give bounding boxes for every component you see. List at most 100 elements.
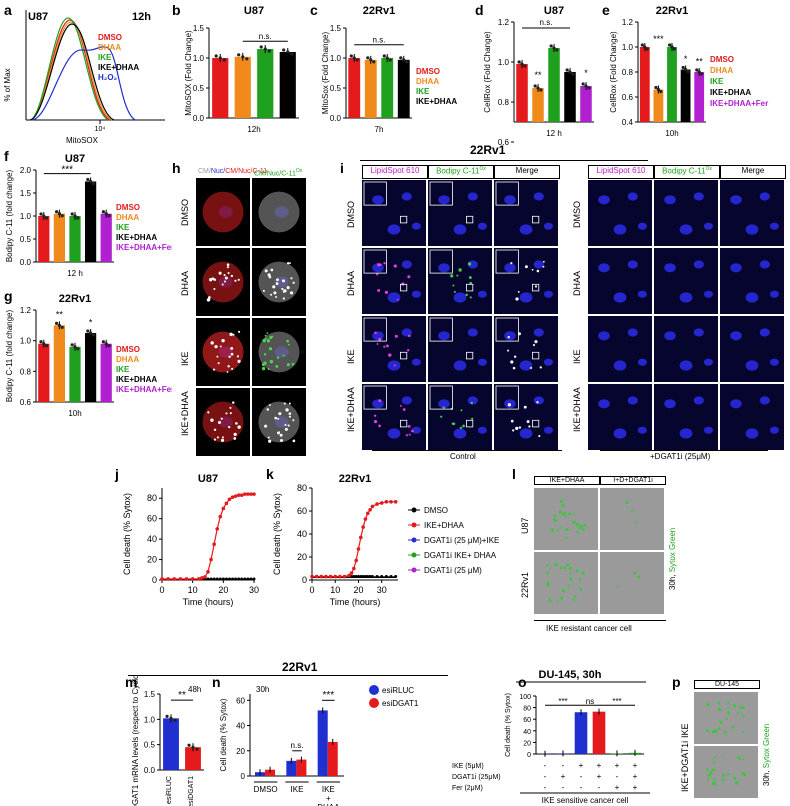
nucleus [543, 358, 553, 366]
micrograph-content [705, 701, 745, 734]
lipid-spot [269, 359, 274, 364]
nucleus [438, 399, 450, 409]
nucleus [438, 195, 450, 205]
svg-n-bar [265, 769, 276, 776]
lipid-spot [440, 415, 443, 418]
nucleus [372, 195, 384, 205]
nucleus [519, 428, 533, 439]
svg-k-baseline-point [380, 575, 384, 579]
panel-f-legend-item: IKE+DHAA+Fer [116, 243, 172, 252]
lipid-spot [561, 588, 565, 592]
svg-j-baseline-point [221, 577, 225, 581]
lipid-spot [378, 337, 382, 342]
lipid-spot [550, 528, 554, 532]
panel-i-row-label: DMSO [572, 201, 582, 228]
lipid-spot [453, 290, 456, 293]
panel-letter-k: k [266, 466, 274, 482]
panel-l-col-header: IKE+DHAA [534, 476, 600, 485]
svg-n-xtick: + [326, 794, 331, 803]
svg-k-point-ike-dhaa [354, 558, 358, 563]
panel-p-micrograph [694, 692, 758, 744]
svg-k-baseline-point [370, 575, 374, 579]
panel-h-red-micrograph [196, 248, 250, 316]
svg-k-point-ike-dhaa [347, 573, 351, 578]
svg-f-ylabel: Bodipy C-11 (fold change) [5, 169, 14, 262]
panel-i-micrograph [428, 384, 492, 450]
lipid-spot [531, 268, 534, 271]
micrograph-content [429, 385, 487, 439]
panel-letter-a: a [4, 2, 12, 18]
panel-o-chart: DU-145, 30h 0 20 40 60 80 100 Cell death (% Syt… [452, 669, 650, 805]
svg-e-datapoint [667, 43, 672, 47]
svg-d-star: * [584, 68, 588, 78]
svg-g-bar [38, 343, 50, 402]
panel-h-row-label: IKE+DHAA [180, 391, 190, 436]
lipid-spot [262, 289, 265, 292]
lipid-spot [286, 363, 290, 367]
panel-g-legend-item: IKE+DHAA+Fer [116, 385, 172, 394]
svg-e-datapoint [659, 89, 663, 94]
svg-k-point-ike-dhaa [324, 574, 328, 579]
lipid-spot [237, 425, 241, 429]
lipid-spot [275, 295, 277, 298]
svg-d-sig: n.s. [540, 18, 553, 27]
lipid-spot [741, 731, 744, 734]
lipid-spot [267, 367, 270, 370]
lipid-spot [266, 332, 269, 335]
panel-l-col-header: I+D+DGAT1i [600, 476, 666, 485]
lipid-spot [292, 419, 295, 422]
lipid-spot [394, 334, 398, 338]
svg-g-datapoint [73, 345, 77, 349]
nucleus [693, 328, 704, 337]
svg-k-legend-label: DGAT1i (25 μM)+IKE [424, 536, 499, 545]
svg-j-point-ike-dhaa [218, 514, 223, 519]
panel-i-micrograph [494, 180, 558, 246]
svg-n-legend-marker [369, 698, 379, 708]
lipid-spot [727, 711, 731, 715]
svg-b-bar [257, 49, 274, 118]
svg-b-datapoint [286, 50, 290, 54]
lipid-spot [561, 504, 565, 508]
lipid-spot [264, 269, 268, 273]
svg-d-datapoint [536, 86, 540, 90]
svg-o-row-sign: + [633, 783, 638, 792]
lipid-spot [237, 359, 241, 363]
svg-d-datapoint [571, 72, 575, 76]
svg-f-bar [84, 181, 97, 262]
svg-g-datapoint [54, 321, 59, 325]
svg-b-datapoint [282, 48, 286, 52]
svg-o-row-sign: - [544, 783, 547, 792]
lipid-spot [393, 364, 396, 367]
lipid-spot [279, 433, 283, 437]
svg-n-xtick: IKE [322, 785, 335, 794]
svg-m-xtick: esiDGAT1 [188, 776, 195, 806]
nucleus [372, 331, 384, 341]
panel-c-legend-item: DHAA [416, 77, 439, 86]
lipid-spot [405, 434, 408, 437]
inset-box [495, 249, 519, 274]
lipid-spot [743, 773, 747, 777]
lipid-spot [542, 260, 545, 263]
lipid-spot [228, 425, 231, 429]
svg-n-ytick-label: 40 [236, 722, 245, 731]
svg-e-ytick-label: 1.2 [622, 18, 634, 27]
svg-k-baseline-point [361, 575, 365, 579]
lipid-spot [574, 595, 577, 599]
cell-body [258, 191, 300, 233]
nucleus [664, 331, 676, 341]
lipid-spot [287, 343, 290, 346]
panel-i-micrograph [362, 180, 426, 246]
svg-c-datapoint [349, 54, 353, 58]
nucleus [703, 222, 713, 230]
lipid-spot [288, 262, 291, 265]
svg-b-datapoint [241, 55, 245, 59]
svg-c-bar [381, 58, 394, 118]
lipid-spot [560, 596, 564, 600]
svg-d-datapoint [539, 88, 543, 92]
svg-c-xlabel: 7h [375, 125, 384, 134]
micrograph-content [429, 181, 487, 235]
svg-k-xtick-label: 0 [309, 585, 314, 595]
lipid-spot [616, 585, 620, 588]
svg-o-row-sign: - [562, 783, 565, 792]
lipid-spot [216, 436, 219, 439]
